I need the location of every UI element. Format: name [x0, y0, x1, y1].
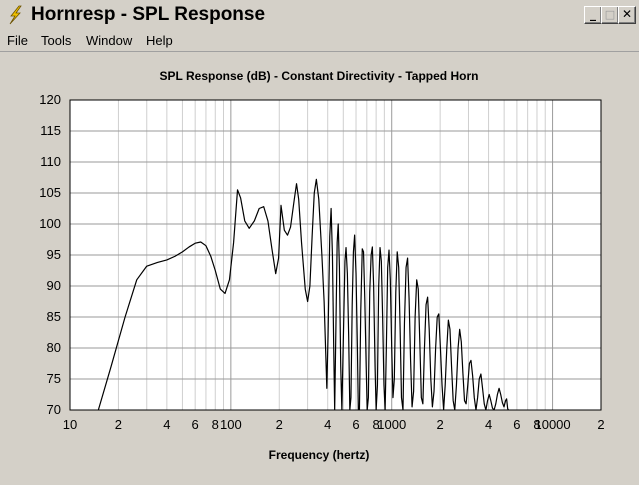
x-tick-label: 10	[63, 417, 77, 432]
y-tick-labels: 70 75 80 85 90 95 100 105 110 115 120	[39, 92, 61, 417]
x-axis-label: Frequency (hertz)	[269, 448, 370, 462]
lightning-bolt-icon	[9, 5, 22, 25]
x-tick-label: 6	[192, 417, 199, 432]
menu-window[interactable]: Window	[86, 33, 133, 48]
spl-response-chart: SPL Response (dB) - Constant Directivity…	[39, 69, 605, 462]
x-tick-label: 8	[212, 417, 219, 432]
y-tick-label: 70	[47, 402, 61, 417]
title-bar[interactable]: Hornresp - SPL Response _ □ ✕	[0, 0, 639, 32]
x-tick-label: 4	[324, 417, 331, 432]
x-tick-label: 2	[437, 417, 444, 432]
y-tick-label: 100	[39, 216, 61, 231]
x-tick-label: 8	[373, 417, 380, 432]
menu-help[interactable]: Help	[146, 33, 173, 48]
plot-frame	[69, 99, 602, 411]
x-tick-label: 10000	[534, 417, 570, 432]
menu-bar: File Tools Window Help	[0, 31, 639, 52]
x-tick-label: 6	[513, 417, 520, 432]
y-tick-label: 80	[47, 340, 61, 355]
y-tick-label: 120	[39, 92, 61, 107]
close-button[interactable]: ✕	[618, 6, 636, 24]
menu-file[interactable]: File	[7, 33, 28, 48]
menu-tools[interactable]: Tools	[41, 33, 72, 48]
chart-title: SPL Response (dB) - Constant Directivity…	[160, 69, 479, 83]
x-tick-label: 2	[276, 417, 283, 432]
window-title: Hornresp - SPL Response	[31, 4, 266, 25]
maximize-button[interactable]: □	[601, 6, 619, 24]
x-tick-label: 100	[220, 417, 242, 432]
minimize-button[interactable]: _	[584, 6, 602, 24]
spl-response-line	[97, 178, 509, 410]
y-tick-label: 85	[47, 309, 61, 324]
x-tick-label: 6	[352, 417, 359, 432]
x-tick-label: 2	[597, 417, 604, 432]
series-group	[97, 178, 509, 410]
y-tick-label: 90	[47, 278, 61, 293]
x-tick-label: 4	[163, 417, 170, 432]
y-tick-label: 115	[40, 123, 61, 138]
y-tick-label: 75	[47, 371, 61, 386]
x-tick-label: 2	[115, 417, 122, 432]
plot-area: SPL Response (dB) - Constant Directivity…	[0, 52, 639, 480]
y-tick-label: 105	[39, 185, 61, 200]
y-tick-label: 95	[47, 247, 61, 262]
y-tick-label: 110	[40, 154, 61, 169]
x-tick-label: 4	[485, 417, 492, 432]
x-tick-label: 8	[533, 417, 540, 432]
x-tick-label: 1000	[377, 417, 406, 432]
